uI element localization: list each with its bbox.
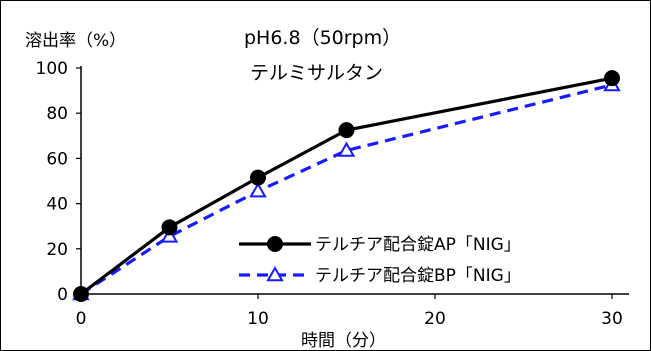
x-tick-label: 0 <box>76 309 87 329</box>
x-axis-title: 時間（分） <box>301 331 386 350</box>
data-point <box>337 141 356 157</box>
data-point <box>604 70 620 87</box>
chart-title: pH6.8（50rpm） <box>244 27 401 49</box>
series-line <box>80 76 613 296</box>
legend-marker <box>267 236 283 252</box>
legend-marker <box>266 265 284 282</box>
legend-label: テルチア配合錠AP「NIG」 <box>315 235 521 255</box>
y-axis-title: 溶出率（%） <box>25 31 126 51</box>
series-line <box>80 83 613 296</box>
data-point <box>250 169 266 186</box>
data-point <box>338 122 355 139</box>
x-tick-label: 10 <box>247 309 269 329</box>
x-tick-label: 20 <box>424 309 446 329</box>
x-axis-ticks: 0 10 20 30 <box>76 294 623 329</box>
legend: テルチア配合錠AP「NIG」テルチア配合錠BP「NIG」 <box>239 235 521 286</box>
data-point <box>161 219 178 236</box>
y-tick-label: 40 <box>46 195 68 215</box>
data-point <box>73 286 89 302</box>
y-tick-label: 100 <box>36 59 68 79</box>
data-point <box>249 182 267 198</box>
y-axis-ticks: 0 20 40 60 80 100 <box>36 59 81 305</box>
y-tick-label: 20 <box>46 240 68 260</box>
x-tick-label: 30 <box>601 309 623 329</box>
series-layer <box>72 70 621 302</box>
data-point <box>160 227 179 243</box>
y-tick-label: 60 <box>46 149 68 169</box>
series-ap <box>73 70 620 302</box>
chart-subtitle: テルミサルタン <box>250 62 383 84</box>
legend-label: テルチア配合錠BP「NIG」 <box>315 266 521 286</box>
y-tick-label: 80 <box>46 104 68 124</box>
y-tick-label: 0 <box>57 285 68 305</box>
